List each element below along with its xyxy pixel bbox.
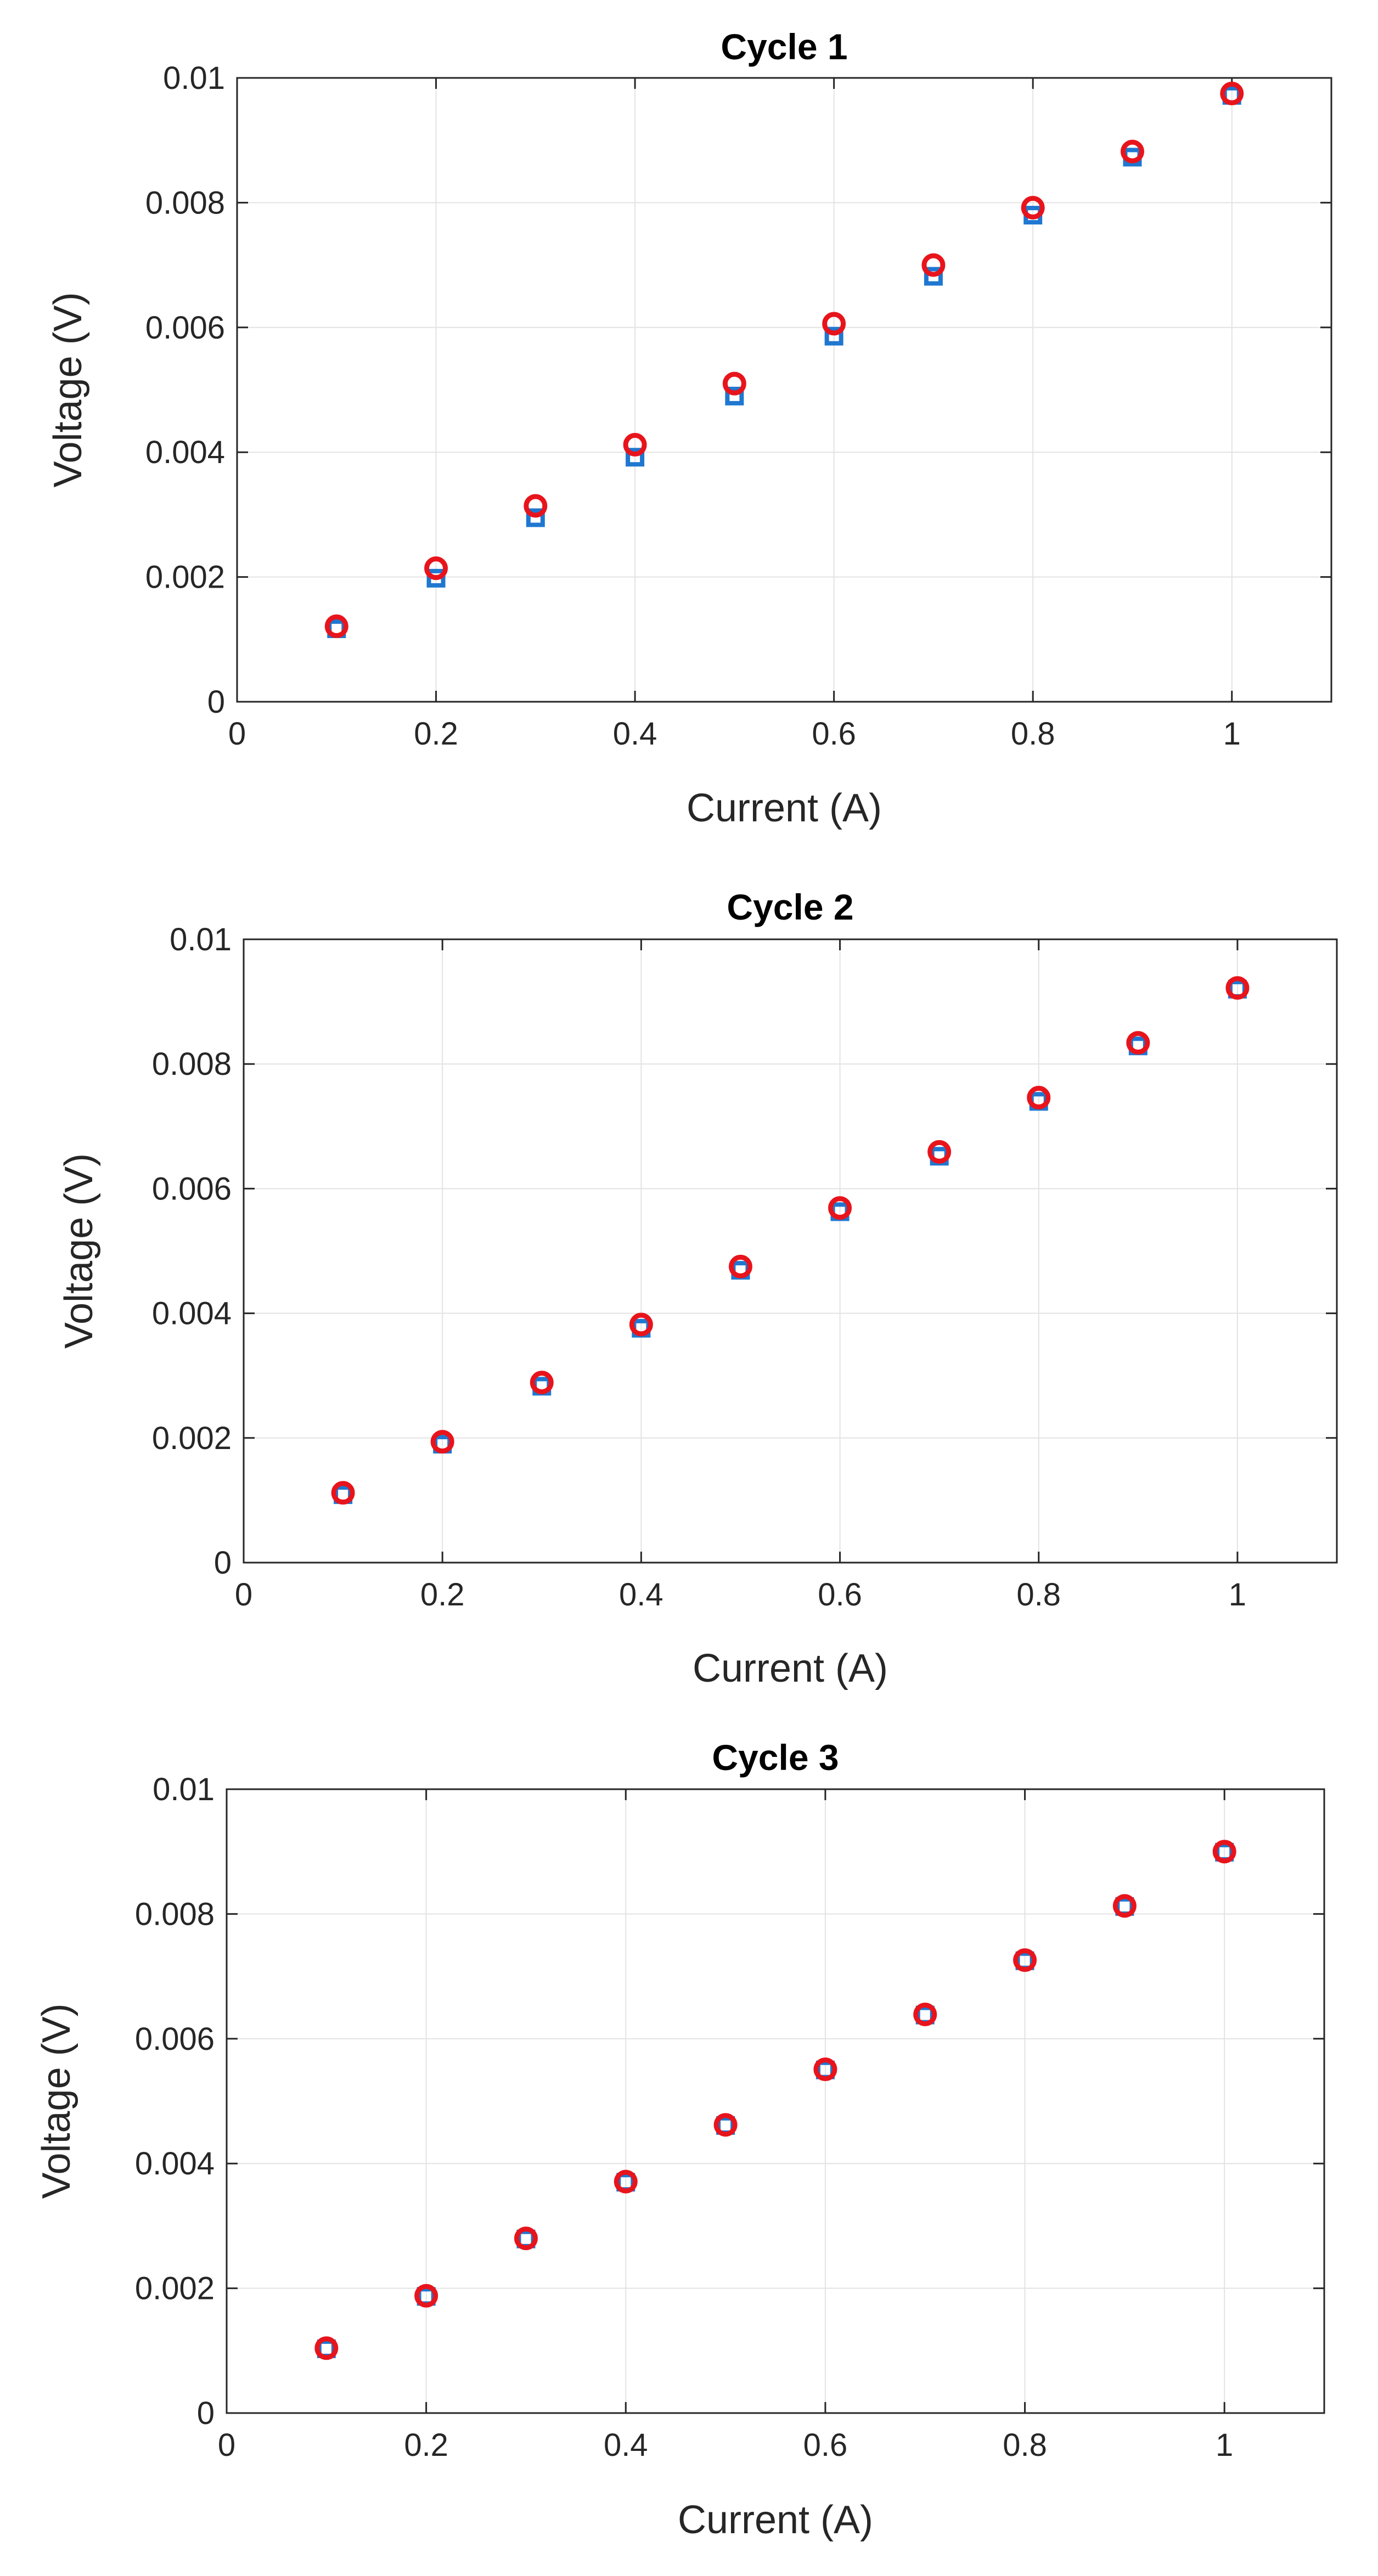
axes-frame (236, 77, 1332, 703)
y-tick-label: 0 (197, 2395, 215, 2431)
data-point-circle (722, 371, 746, 396)
y-tick-label: 0.008 (152, 1046, 232, 1082)
y-tick-label: 0.006 (145, 310, 225, 346)
chart-panel-1: 0 0.2 0.4 0.6 0.8 1 0 0.002 0.004 0.006 0.008 0.01 C… (46, 26, 1332, 830)
y-tick-label: 0.01 (170, 922, 232, 957)
data-point-circle (614, 2169, 638, 2194)
data-point-circle (713, 2113, 738, 2137)
data-point-circle (414, 2284, 438, 2308)
y-axis-label: Voltage (V) (57, 1153, 101, 1349)
data-point-circle (1220, 81, 1244, 105)
data-point-circle (728, 1254, 752, 1278)
chart-panel-3: 0 0.2 0.4 0.6 0.8 1 0 0.002 0.004 0.006 0.008 0.01 C… (35, 1737, 1325, 2542)
x-tick-label: 0.4 (619, 1577, 663, 1613)
data-point-circle (314, 2336, 339, 2360)
x-tick-label: 0 (235, 1577, 252, 1613)
chart-title: Cycle 3 (712, 1737, 839, 1778)
y-tick-label: 0.008 (135, 1896, 215, 1932)
y-axis-label: Voltage (V) (35, 2003, 78, 2199)
x-tick-label: 0.6 (818, 1577, 862, 1613)
data-point-square (526, 508, 545, 527)
x-axis-label: Current (A) (678, 2498, 873, 2542)
data-point-circle (430, 1430, 454, 1454)
data-point-circle (822, 312, 846, 336)
chart-title: Cycle 2 (727, 887, 853, 927)
x-tick-label: 1 (1223, 716, 1241, 752)
data-point-square (626, 448, 645, 467)
x-tick-label: 1 (1216, 2427, 1233, 2463)
x-axis-label: Current (A) (693, 1647, 888, 1690)
x-tick-label: 0.2 (420, 1577, 465, 1613)
y-tick-label: 0.002 (152, 1421, 232, 1456)
data-point-circle (1027, 1086, 1051, 1110)
y-tick-label: 0.002 (145, 560, 225, 595)
y-tick-label: 0.004 (145, 435, 225, 470)
y-tick-label: 0.01 (153, 1772, 215, 1807)
plot-area (227, 1789, 1324, 2413)
y-tick-label: 0.006 (135, 2021, 215, 2057)
y-tick-label: 0.002 (135, 2271, 215, 2307)
y-tick-label: 0.01 (163, 60, 225, 96)
data-point-circle (424, 556, 448, 580)
data-point-circle (813, 2058, 837, 2082)
y-tick-label: 0 (214, 1545, 232, 1581)
chart-panel-2: 0 0.2 0.4 0.6 0.8 1 0 0.002 0.004 0.006 0.008 0.01 C… (57, 887, 1338, 1690)
data-point-circle (530, 1371, 554, 1395)
data-point-circle (1120, 139, 1144, 164)
data-point-circle (1013, 1948, 1037, 1972)
chart-title: Cycle 1 (721, 26, 847, 67)
plot-area (244, 939, 1337, 1563)
y-axis-label: Voltage (V) (46, 292, 90, 487)
data-point-square (725, 386, 744, 405)
axes-frame (243, 938, 1338, 1564)
x-tick-label: 1 (1229, 1577, 1246, 1613)
data-point-circle (1212, 1840, 1236, 1864)
x-tick-label: 0.2 (404, 2427, 448, 2463)
data-point-circle (913, 2002, 937, 2026)
data-point-circle (324, 614, 348, 638)
data-point-circle (331, 1481, 355, 1505)
x-tick-label: 0.8 (1011, 716, 1055, 752)
data-point-circle (524, 494, 548, 518)
data-point-circle (1126, 1031, 1150, 1055)
x-tick-label: 0.8 (1003, 2427, 1047, 2463)
x-tick-label: 0.4 (613, 716, 657, 752)
x-tick-label: 0 (218, 2427, 235, 2463)
x-axis-label: Current (A) (687, 786, 882, 830)
x-tick-label: 0.4 (604, 2427, 648, 2463)
data-point-circle (927, 1140, 952, 1164)
data-point-circle (629, 1312, 653, 1337)
data-point-circle (1112, 1894, 1137, 1918)
data-point-circle (828, 1196, 852, 1220)
data-point-circle (514, 2226, 538, 2251)
y-tick-label: 0.004 (135, 2146, 215, 2182)
data-point-square (824, 326, 843, 346)
x-tick-label: 0 (228, 716, 246, 752)
plot-area (237, 78, 1331, 702)
x-tick-label: 0.8 (1016, 1577, 1061, 1613)
x-tick-label: 0.6 (812, 716, 856, 752)
data-point-square (924, 267, 943, 286)
data-point-circle (1021, 195, 1045, 219)
data-point-circle (1225, 976, 1250, 1000)
y-tick-label: 0.004 (152, 1296, 232, 1332)
data-point-circle (623, 433, 647, 457)
y-tick-label: 0 (207, 684, 225, 720)
data-point-square (426, 568, 446, 588)
x-tick-label: 0.2 (414, 716, 458, 752)
y-tick-label: 0.006 (152, 1171, 232, 1207)
axes-frame (226, 1788, 1325, 2414)
x-tick-label: 0.6 (803, 2427, 848, 2463)
y-tick-label: 0.008 (145, 185, 225, 221)
data-point-circle (921, 253, 946, 277)
